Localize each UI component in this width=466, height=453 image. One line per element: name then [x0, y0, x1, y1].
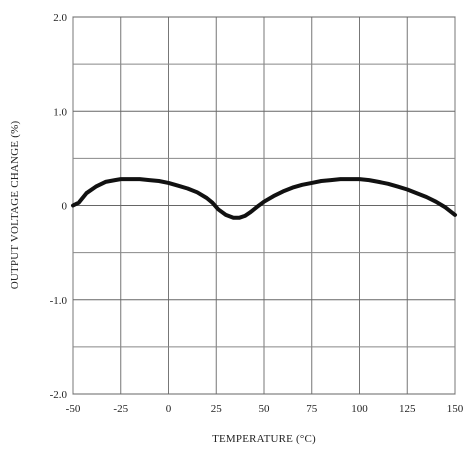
- x-tick-label: 150: [447, 403, 464, 415]
- y-tick-label: 2.0: [53, 12, 67, 24]
- x-tick-label: 125: [399, 403, 416, 415]
- x-tick-label: 25: [211, 403, 223, 415]
- x-tick-label: 100: [351, 403, 368, 415]
- y-axis-title: OUTPUT VOLTAGE CHANGE (%): [9, 121, 21, 290]
- y-tick-label: -2.0: [50, 389, 68, 401]
- series-line: [71, 177, 457, 220]
- x-tick-label: -25: [113, 403, 128, 415]
- x-tick-label: 50: [259, 403, 271, 415]
- x-tick-label: 75: [306, 403, 318, 415]
- grid: [72, 16, 456, 395]
- y-tick-label: 0: [62, 201, 68, 213]
- x-tick-label: 0: [166, 403, 172, 415]
- y-tick-label: -1.0: [50, 295, 68, 307]
- x-axis-title: TEMPERATURE (°C): [212, 433, 316, 445]
- y-tick-label: 1.0: [53, 106, 67, 118]
- ticks: -50 -25 0 25 50 75 100 125 150 -2.0 -1.0 0 1.0 2.0: [50, 12, 464, 415]
- x-tick-label: -50: [66, 403, 81, 415]
